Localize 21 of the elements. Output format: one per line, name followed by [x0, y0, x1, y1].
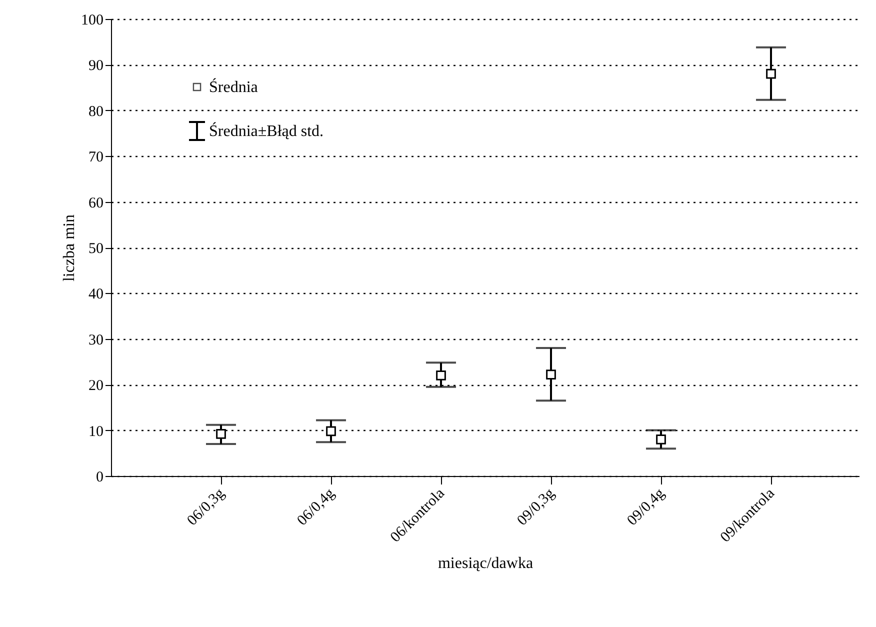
- y-tick-label: 20: [88, 378, 104, 394]
- point: [326, 426, 336, 436]
- y-axis-title: liczba min: [61, 214, 78, 282]
- y-tick-label: 90: [88, 58, 104, 74]
- x-axis-title: miesiąc/dawka: [438, 555, 534, 572]
- point: [216, 429, 226, 439]
- point: [656, 434, 666, 444]
- annotation: Średnia±Błąd std.: [209, 122, 324, 140]
- legend-label: Średnia: [209, 78, 258, 96]
- y-tick-label: 10: [88, 424, 104, 440]
- y-tick-label: 50: [88, 241, 104, 257]
- point: [436, 370, 446, 380]
- y-tick-label: 100: [81, 12, 104, 28]
- y-tick-label: 70: [88, 150, 104, 166]
- y-tick-label: 80: [88, 104, 104, 120]
- y-tick-label: 40: [88, 286, 104, 303]
- y-tick-label: 60: [88, 195, 104, 212]
- point: [546, 370, 556, 380]
- point: [766, 68, 776, 79]
- y-tick-label: 0: [96, 470, 104, 486]
- y-tick-label: 30: [88, 332, 104, 348]
